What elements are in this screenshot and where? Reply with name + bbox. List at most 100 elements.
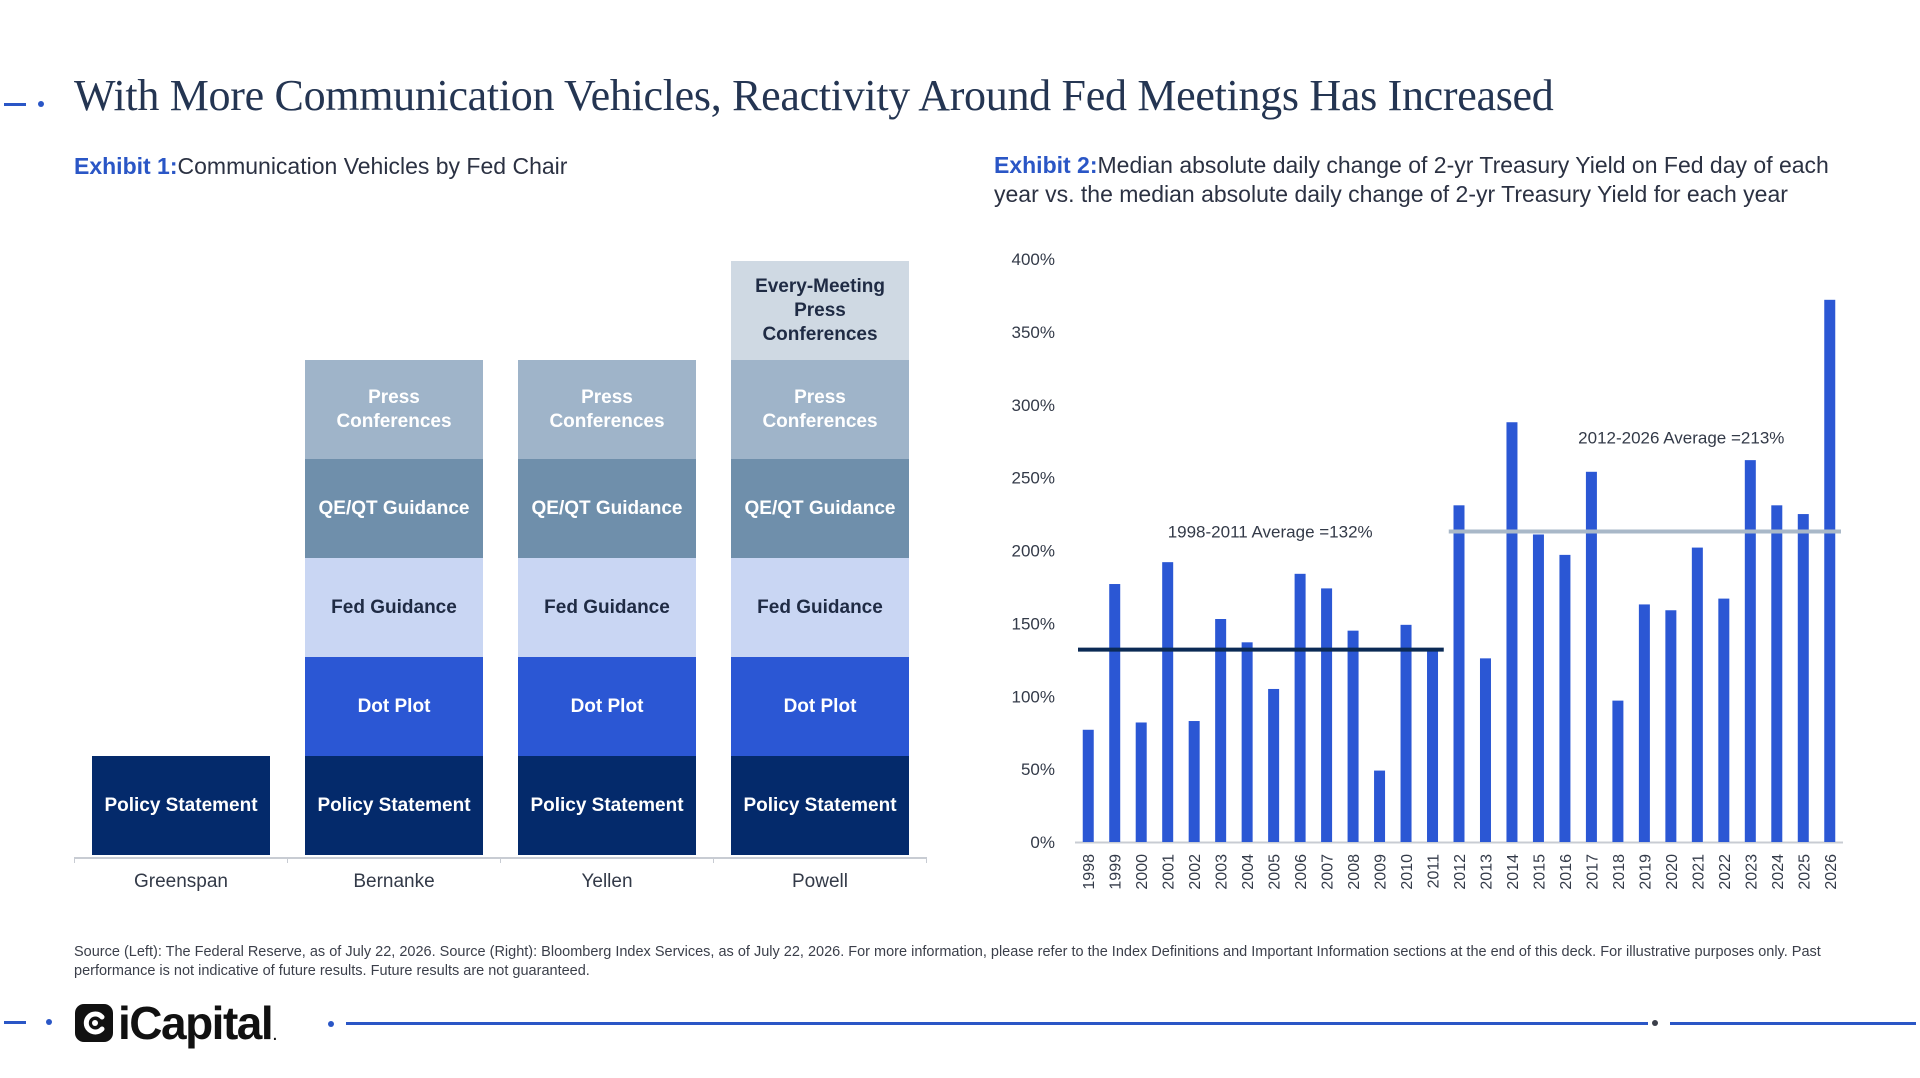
- x-tick-label-2006: 2006: [1293, 854, 1310, 890]
- bar-2014: [1506, 422, 1518, 842]
- source-footnote: Source (Left): The Federal Reserve, as o…: [74, 944, 1821, 979]
- block-powell-dot-plot: Dot Plot: [731, 657, 909, 756]
- y-tick-label: 50%: [1021, 760, 1055, 779]
- icapital-logo-icon: [75, 1004, 113, 1042]
- bar-2026: [1824, 299, 1836, 842]
- y-tick-label: 250%: [1012, 469, 1055, 488]
- bar-2004: [1241, 642, 1253, 842]
- block-powell-every-meeting-press-conferences: Every-Meeting Press Conferences: [731, 261, 909, 360]
- x-tick-label-2002: 2002: [1187, 854, 1204, 890]
- x-tick-label-2021: 2021: [1690, 854, 1707, 890]
- x-tick-label-2007: 2007: [1320, 854, 1337, 890]
- x-label-greenspan: Greenspan: [133, 871, 228, 892]
- header-dash: [4, 103, 26, 106]
- y-tick-label: 0%: [1030, 833, 1055, 852]
- bar-2002: [1188, 721, 1200, 842]
- bar-2013: [1479, 658, 1491, 842]
- bar-2006: [1294, 573, 1306, 842]
- y-tick-label: 200%: [1012, 542, 1055, 561]
- x-tick-label-2022: 2022: [1717, 854, 1734, 890]
- block-powell-press-conferences: Press Conferences: [731, 360, 909, 459]
- y-tick-label: 100%: [1012, 687, 1055, 706]
- x-label-yellen: Yellen: [581, 871, 633, 892]
- x-tick-label-2024: 2024: [1770, 854, 1787, 890]
- y-tick-label: 350%: [1012, 323, 1055, 342]
- x-tick-label-2008: 2008: [1346, 854, 1363, 890]
- bar-2025: [1797, 514, 1809, 842]
- bar-2001: [1162, 562, 1174, 842]
- block-bernanke-press-conferences: Press Conferences: [305, 360, 483, 459]
- icapital-logo-mark: .: [272, 1022, 278, 1045]
- page-title: With More Communication Vehicles, Reacti…: [74, 71, 1554, 120]
- y-tick-label: 300%: [1012, 396, 1055, 415]
- bar-2023: [1744, 460, 1756, 842]
- block-yellen-dot-plot: Dot Plot: [518, 657, 696, 756]
- exhibit1-title: Exhibit 1:Communication Vehicles by Fed …: [74, 152, 567, 181]
- x-tick-label-2020: 2020: [1664, 854, 1681, 890]
- x-tick-label-2019: 2019: [1637, 854, 1654, 890]
- icapital-logo: iCapital.: [74, 995, 278, 1051]
- block-yellen-press-conferences: Press Conferences: [518, 360, 696, 459]
- x-tick-label-2012: 2012: [1452, 854, 1469, 890]
- exhibit2-title: Exhibit 2:Median absolute daily change o…: [994, 151, 1894, 209]
- footer-dot-left: [46, 1019, 52, 1025]
- x-tick-label-2000: 2000: [1134, 854, 1151, 890]
- x-tick-label-1998: 1998: [1081, 854, 1098, 890]
- x-tick-label-2005: 2005: [1267, 854, 1284, 890]
- bar-2020: [1665, 610, 1677, 842]
- exhibit1-x-tick: [74, 857, 75, 863]
- bar-2022: [1718, 598, 1730, 842]
- x-tick-label-2011: 2011: [1426, 854, 1443, 889]
- bar-2008: [1347, 630, 1359, 842]
- bar-2011: [1427, 649, 1439, 842]
- exhibit2-label: Exhibit 2:: [994, 152, 1098, 178]
- exhibit2-text-line1: Median absolute daily change of 2-yr Tre…: [1097, 152, 1829, 178]
- exhibit1-x-tick: [500, 857, 501, 863]
- bar-2000: [1135, 722, 1147, 842]
- bar-1998: [1082, 729, 1094, 842]
- bar-2005: [1268, 688, 1280, 842]
- footer-dot-right: [1652, 1020, 1658, 1026]
- x-tick-label-2014: 2014: [1505, 854, 1522, 890]
- bar-2010: [1400, 624, 1412, 842]
- block-yellen-policy-statement: Policy Statement: [518, 756, 696, 855]
- header-dot: [38, 101, 44, 107]
- x-tick-label-2016: 2016: [1558, 854, 1575, 890]
- block-greenspan-policy-statement: Policy Statement: [92, 756, 270, 855]
- block-powell-policy-statement: Policy Statement: [731, 756, 909, 855]
- bar-2019: [1638, 604, 1650, 842]
- y-tick-label: 150%: [1012, 614, 1055, 633]
- exhibit1-label: Exhibit 1:: [74, 153, 178, 179]
- bar-2017: [1585, 471, 1597, 842]
- exhibit1-x-tick: [287, 857, 288, 863]
- exhibit2-text-line2: year vs. the median absolute daily chang…: [994, 181, 1788, 207]
- bar-2021: [1691, 547, 1703, 842]
- block-bernanke-dot-plot: Dot Plot: [305, 657, 483, 756]
- x-tick-label-2023: 2023: [1743, 854, 1760, 890]
- block-bernanke-policy-statement: Policy Statement: [305, 756, 483, 855]
- x-tick-label-2004: 2004: [1240, 854, 1257, 890]
- average-label-1: 1998-2011 Average =132%: [1168, 523, 1373, 542]
- x-tick-label-2010: 2010: [1399, 854, 1416, 890]
- footer-dash: [4, 1021, 26, 1024]
- average-label-2: 2012-2026 Average =213%: [1578, 429, 1784, 448]
- block-bernanke-fed-guidance: Fed Guidance: [305, 558, 483, 657]
- y-tick-label: 400%: [1012, 250, 1055, 269]
- x-tick-label-2003: 2003: [1214, 854, 1231, 890]
- x-tick-label-2017: 2017: [1584, 854, 1601, 890]
- bar-2018: [1612, 700, 1624, 842]
- exhibit1-x-tick: [926, 857, 927, 863]
- bar-2003: [1215, 619, 1227, 842]
- x-tick-label-2001: 2001: [1161, 854, 1178, 890]
- block-powell-fed-guidance: Fed Guidance: [731, 558, 909, 657]
- icapital-logo-text: iCapital: [118, 997, 274, 1049]
- x-tick-label-2015: 2015: [1531, 854, 1548, 890]
- exhibit2-chart: 0% 50% 100% 150% 200% 250% 300% 350% 400% 1998-20…: [1012, 250, 1843, 890]
- x-tick-label-2009: 2009: [1373, 854, 1390, 890]
- block-bernanke-qe-qt-guidance: QE/QT Guidance: [305, 459, 483, 558]
- block-yellen-qe-qt-guidance: QE/QT Guidance: [518, 459, 696, 558]
- x-label-powell: Powell: [792, 871, 848, 892]
- footer-dot-mid: [328, 1021, 334, 1027]
- x-label-bernanke: Bernanke: [353, 871, 435, 892]
- x-tick-label-2013: 2013: [1478, 854, 1495, 890]
